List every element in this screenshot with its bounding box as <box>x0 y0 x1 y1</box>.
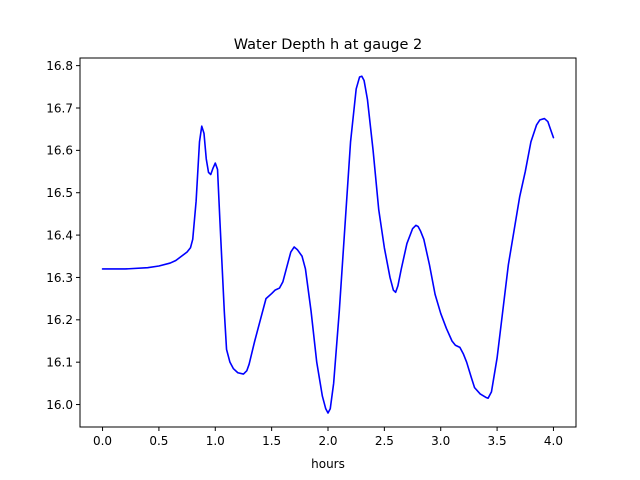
x-tick-label: 3.5 <box>488 434 507 448</box>
x-tick-label: 1.0 <box>206 434 225 448</box>
series-line-0 <box>101 75 555 414</box>
y-tick-label: 16.8 <box>46 59 73 73</box>
x-tick-label: 2.5 <box>375 434 394 448</box>
x-tick-label: 0.5 <box>149 434 168 448</box>
y-tick-label: 16.7 <box>46 101 73 115</box>
x-axis-ticks: 0.0 0.5 1.0 1.5 2.0 2.5 3.0 3.5 4.0 <box>93 427 563 448</box>
y-tick-label: 16.2 <box>46 313 73 327</box>
y-tick-label: 16.6 <box>46 144 73 158</box>
y-tick-label: 16.5 <box>46 186 73 200</box>
plot-data-layer <box>101 75 555 414</box>
y-tick-label: 16.0 <box>46 398 73 412</box>
x-tick-label: 0.0 <box>93 434 112 448</box>
y-tick-label: 16.1 <box>46 355 73 369</box>
x-tick-label: 2.0 <box>318 434 337 448</box>
x-tick-label: 1.5 <box>262 434 281 448</box>
x-tick-label: 4.0 <box>544 434 563 448</box>
chart-title: Water Depth h at gauge 2 <box>234 37 422 53</box>
y-tick-label: 16.3 <box>46 271 73 285</box>
x-tick-label: 3.0 <box>431 434 450 448</box>
y-tick-label: 16.4 <box>46 228 73 242</box>
x-axis-label: hours <box>311 457 345 471</box>
y-axis-ticks: 16.0 16.1 16.2 16.3 16.4 16.5 16.6 16.7 16.8 <box>46 59 80 412</box>
